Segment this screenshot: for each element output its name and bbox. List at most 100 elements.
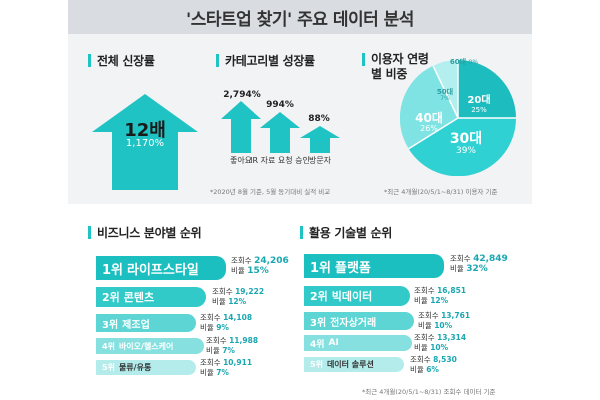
pie-slice-40s bbox=[400, 65, 458, 149]
tech-rank-5: 5위 bbox=[310, 360, 323, 369]
tech-rank-bar-4: 4위 AI bbox=[304, 335, 412, 351]
heading-marker bbox=[88, 226, 91, 239]
ratio-label: 비율 bbox=[450, 264, 464, 273]
page-title: '스타트업 찾기' 주요 데이터 분석 bbox=[186, 9, 414, 30]
business-ratio-3: 9% bbox=[216, 323, 229, 332]
business-name-3: 제조업 bbox=[122, 319, 150, 331]
tech-ratio-4: 10% bbox=[430, 343, 449, 352]
category-heading-text: 카테고리별 성장률 bbox=[225, 54, 315, 68]
overall-heading-text: 전체 신장률 bbox=[97, 54, 155, 68]
business-stat-2: 조회수 19,222 비율 12% bbox=[212, 287, 264, 307]
tech-count-5: 8,530 bbox=[433, 355, 457, 364]
ratio-label: 비율 bbox=[414, 296, 428, 305]
age-heading-text: 이용자 연령별 비중 bbox=[371, 52, 429, 81]
tech-ratio-5: 6% bbox=[426, 365, 439, 374]
category-heading: 카테고리별 성장률 bbox=[216, 52, 315, 69]
business-heading: 비즈니스 분야별 순위 bbox=[88, 224, 202, 241]
age-heading: 이용자 연령별 비중 bbox=[362, 52, 431, 82]
pie-name-40s: 40대 bbox=[415, 111, 443, 125]
tech-rank-bar-3: 3위 전자상거래 bbox=[304, 312, 414, 330]
ratio-label: 비율 bbox=[200, 323, 214, 332]
count-label: 조회수 bbox=[414, 333, 435, 342]
ratio-label: 비율 bbox=[206, 346, 220, 355]
tech-name-3: 전자상거래 bbox=[330, 317, 377, 329]
tech-rank-bar-1: 1위 플랫폼 bbox=[304, 254, 444, 278]
tech-stat-5: 조회수 8,530 비율 6% bbox=[410, 355, 457, 375]
tech-count-3: 13,761 bbox=[441, 311, 471, 320]
pie-label-20s: 20대 25% bbox=[464, 95, 494, 114]
ratio-label: 비율 bbox=[410, 365, 424, 374]
category-percent-3: 88% bbox=[308, 114, 330, 124]
heading-marker bbox=[216, 54, 219, 67]
business-name-2: 콘텐츠 bbox=[123, 291, 155, 304]
ratio-label: 비율 bbox=[212, 297, 226, 306]
ratio-label: 비율 bbox=[414, 343, 428, 352]
count-label: 조회수 bbox=[418, 311, 439, 320]
tech-count-4: 13,314 bbox=[437, 333, 467, 342]
category-label-2: IR 자료 요청 승인 bbox=[250, 156, 310, 165]
pie-name-60s: 60대 bbox=[449, 58, 467, 66]
tech-stat-2: 조회수 16,851 비율 12% bbox=[414, 286, 466, 306]
overall-heading: 전체 신장률 bbox=[88, 52, 155, 69]
count-label: 조회수 bbox=[206, 336, 227, 345]
header-bar: '스타트업 찾기' 주요 데이터 분석 bbox=[68, 0, 532, 34]
tech-rank-bar-2: 2위 빅데이터 bbox=[304, 286, 410, 306]
business-rank-bar-1: 1위 라이프스타일 bbox=[96, 256, 226, 280]
business-ratio-4: 7% bbox=[222, 346, 235, 355]
pie-percent-30s: 39% bbox=[455, 145, 476, 156]
business-rank-3: 3위 bbox=[102, 319, 119, 331]
business-name-5: 물류/유통 bbox=[118, 363, 152, 372]
business-count-2: 19,222 bbox=[235, 287, 265, 296]
business-count-5: 10,911 bbox=[223, 358, 253, 367]
overall-percent: 1,170% bbox=[125, 138, 165, 149]
tech-rank-2: 2위 bbox=[310, 290, 328, 303]
tech-stat-3: 조회수 13,761 비율 10% bbox=[418, 311, 470, 331]
business-rank-bar-3: 3위 제조업 bbox=[96, 314, 196, 332]
category-label-3: 방문자 bbox=[308, 156, 332, 165]
heading-marker bbox=[88, 54, 91, 67]
category-percent-2: 994% bbox=[266, 100, 294, 110]
pie-name-50s: 50대 bbox=[436, 88, 454, 96]
tech-name-2: 빅데이터 bbox=[331, 290, 373, 303]
pie-label-40s: 40대 26% bbox=[412, 112, 446, 133]
business-heading-text: 비즈니스 분야별 순위 bbox=[97, 226, 202, 240]
age-note: *최근 4개월(20/5/1~8/31) 이용자 기준 bbox=[384, 188, 498, 196]
pie-name-20s: 20대 bbox=[467, 95, 491, 106]
pie-percent-60s: 0% bbox=[468, 59, 479, 66]
business-stat-5: 조회수 10,911 비율 7% bbox=[200, 358, 252, 378]
category-label-1: 좋아요 bbox=[229, 156, 253, 165]
count-label: 조회수 bbox=[410, 355, 431, 364]
business-rank-4: 4위 bbox=[102, 341, 115, 351]
tech-name-4: AI bbox=[328, 338, 339, 348]
overall-value: 12배 bbox=[124, 120, 166, 141]
ratio-label: 비율 bbox=[418, 321, 432, 330]
business-ratio-5: 7% bbox=[216, 368, 229, 377]
business-rank-bar-5: 5위 물류/유통 bbox=[96, 360, 196, 375]
business-ratio-1: 15% bbox=[247, 266, 269, 276]
business-name-4: 바이오/헬스케어 bbox=[118, 341, 174, 351]
tech-heading: 활용 기술별 순위 bbox=[300, 224, 392, 241]
heading-marker bbox=[300, 226, 303, 239]
up-arrow-icon bbox=[221, 101, 261, 153]
pie-label-30s: 30대 39% bbox=[446, 132, 486, 156]
category-note: *2020년 8월 기준, 5월 동기대비 실적 비교 bbox=[210, 188, 331, 196]
pie-name-30s: 30대 bbox=[449, 131, 483, 147]
big-up-arrow-icon bbox=[92, 94, 198, 190]
up-arrow-icon bbox=[300, 126, 340, 153]
tech-ratio-1: 32% bbox=[466, 264, 488, 274]
pie-slice-20s bbox=[458, 60, 516, 118]
tech-rank-4: 4위 bbox=[310, 339, 325, 350]
pie-label-50s: 50대 7% bbox=[434, 88, 456, 103]
business-ratio-2: 12% bbox=[228, 297, 247, 306]
tech-rank-1: 1위 bbox=[310, 260, 332, 276]
pie-percent-20s: 25% bbox=[471, 105, 487, 114]
ratio-label: 비율 bbox=[200, 368, 214, 377]
pie-label-60s: 60대 0% bbox=[448, 58, 480, 66]
up-arrow-icon bbox=[260, 112, 300, 153]
tech-count-2: 16,851 bbox=[437, 286, 467, 295]
tech-stat-1: 조회수 42,849 비율 32% bbox=[450, 254, 508, 274]
business-rank-1: 1위 bbox=[102, 262, 124, 278]
business-name-1: 라이프스타일 bbox=[127, 262, 199, 278]
business-count-1: 24,206 bbox=[254, 256, 289, 266]
count-label: 조회수 bbox=[414, 286, 435, 295]
